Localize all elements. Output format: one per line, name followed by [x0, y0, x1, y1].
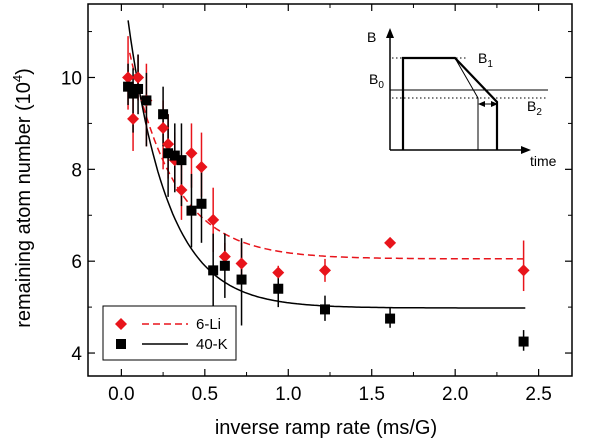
inset-y-axis-label: B — [367, 29, 376, 45]
inset-x-axis-label: time — [530, 153, 557, 169]
inset-label-b2-sub: 2 — [536, 107, 542, 118]
data-point-40-k — [236, 274, 247, 285]
data-point-40-k — [273, 283, 284, 294]
data-point-6-li — [185, 147, 198, 160]
data-point-6-li — [318, 264, 331, 277]
data-point-6-li — [195, 161, 208, 174]
legend-marker-6-li — [115, 318, 127, 330]
x-tick-label: 1.0 — [275, 384, 301, 405]
inset-label-b0: B0 — [369, 71, 384, 91]
legend: 6-Li 40-K — [102, 305, 237, 361]
data-point-40-k — [169, 150, 180, 161]
data-point-40-k — [186, 205, 197, 216]
inset-ramp-arrow-right — [491, 101, 498, 107]
inset-label-b1-main: B — [478, 50, 487, 66]
y-tick-label: 8 — [71, 160, 82, 181]
inset-x-arrowhead — [521, 146, 531, 154]
y-tick-label: 6 — [71, 252, 82, 273]
legend-label-40-k: 40-K — [196, 336, 228, 353]
data-point-6-li — [235, 257, 248, 270]
data-point-6-li — [162, 138, 175, 151]
inset-ramp-fast — [454, 57, 479, 150]
data-point-6-li — [157, 122, 170, 134]
data-point-40-k — [518, 336, 529, 347]
data-point-40-k — [133, 83, 144, 94]
data-point-40-k — [319, 304, 330, 315]
inset-label-b2-main: B — [527, 98, 536, 114]
inset-label-b1-sub: 1 — [487, 59, 493, 70]
inset-label-b2: B2 — [527, 98, 542, 118]
data-point-40-k — [219, 260, 230, 271]
data-point-40-k — [385, 313, 396, 324]
y-tick-label: 10 — [61, 68, 82, 89]
data-point-40-k — [163, 148, 174, 159]
data-point-6-li — [122, 71, 135, 84]
fit-curves — [127, 20, 526, 309]
data-point-40-k — [196, 198, 207, 209]
x-tick-label: 0.0 — [108, 384, 134, 405]
inset-ramp-slow — [401, 56, 499, 150]
data-point-40-k — [176, 155, 187, 166]
y-tick-label: 4 — [71, 344, 82, 365]
x-axis-title: inverse ramp rate (ms/G) — [215, 417, 437, 439]
data-point-40-k — [141, 95, 152, 106]
data-point-6-li — [272, 266, 285, 279]
data-point-6-li — [218, 250, 231, 263]
y-axis-title-main: remaining atom number (10 — [13, 82, 35, 328]
data-point-6-li — [127, 112, 140, 125]
data-point-6-li — [207, 213, 220, 226]
inset-y-arrowhead — [386, 28, 394, 38]
data-point-6-li — [132, 71, 145, 84]
legend-label-6-li: 6-Li — [196, 316, 221, 333]
fit-curve-40-k — [127, 20, 526, 309]
legend-box — [102, 305, 237, 361]
data-markers — [122, 71, 530, 347]
y-axis-title: remaining atom number (104) — [10, 68, 35, 328]
y-axis-title-exponent: 4 — [10, 75, 25, 82]
axis-ticks — [88, 4, 572, 376]
x-tick-label: 2.5 — [525, 384, 551, 405]
data-point-40-k — [158, 109, 169, 120]
tick-labels: 0.0 0.5 1.0 1.5 2.0 2.5 4 6 8 10 — [61, 68, 552, 405]
y-axis-title-suffix: ) — [13, 68, 35, 75]
data-point-6-li — [517, 264, 530, 277]
inset-label-b0-main: B — [369, 71, 378, 87]
x-tick-label: 1.5 — [359, 384, 385, 405]
data-point-40-k — [128, 88, 139, 99]
data-point-6-li — [175, 184, 188, 196]
data-point-40-k — [208, 265, 219, 276]
inset-label-b1: B1 — [478, 50, 493, 70]
error-bars — [127, 36, 525, 351]
data-point-6-li — [384, 236, 397, 249]
inset-ramp-arrow-left — [478, 101, 485, 107]
x-tick-label: 0.5 — [192, 384, 218, 405]
legend-marker-40-k — [116, 339, 126, 349]
inset-label-b0-sub: 0 — [378, 80, 384, 91]
data-point-40-k — [123, 81, 134, 92]
x-tick-label: 2.0 — [442, 384, 468, 405]
inset-diagram: B time B1 B0 B2 — [367, 28, 557, 169]
